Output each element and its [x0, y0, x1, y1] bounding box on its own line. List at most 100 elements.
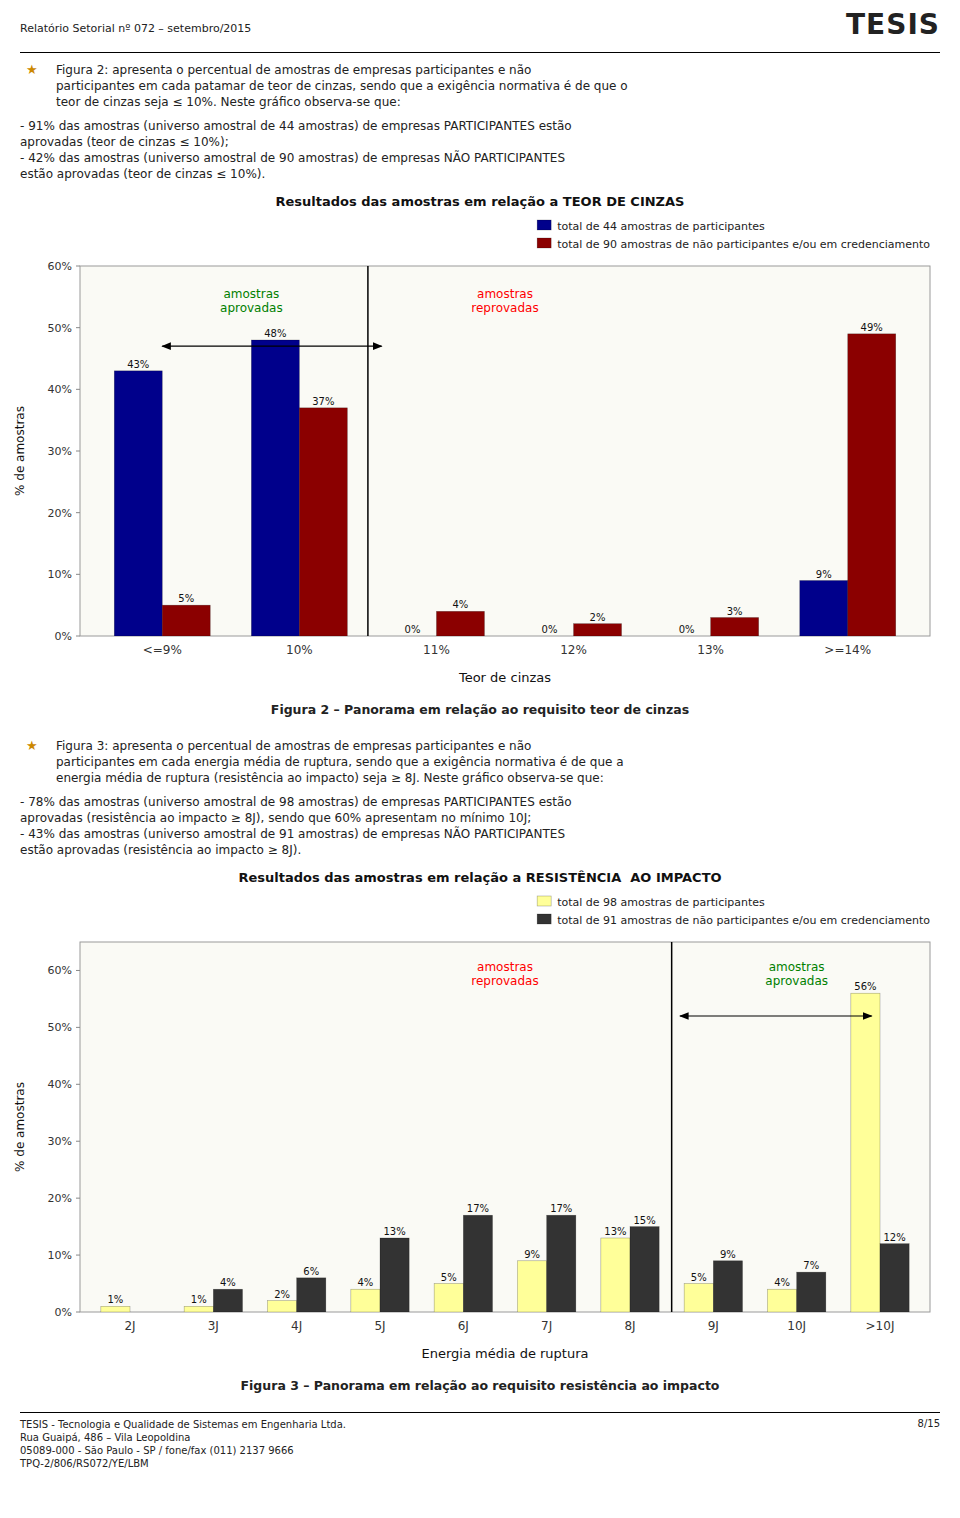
y-tick-label: 20% — [48, 507, 72, 520]
footer-rule — [20, 1412, 940, 1413]
y-tick — [76, 266, 80, 267]
bar — [299, 408, 347, 636]
legend-swatch — [537, 896, 551, 906]
y-tick — [76, 1312, 80, 1313]
data-label: 9% — [720, 1249, 736, 1260]
footer-right: 8/15 — [918, 1418, 940, 1429]
data-label: 5% — [441, 1272, 457, 1283]
data-label: 4% — [220, 1277, 236, 1288]
bar — [684, 1284, 713, 1312]
x-tick-label: 9J — [708, 1319, 719, 1333]
y-tick-label: 50% — [48, 322, 72, 335]
bar — [463, 1215, 492, 1312]
bar — [713, 1261, 742, 1312]
annotation-line: amostras — [477, 287, 533, 301]
bar — [162, 605, 210, 636]
bar — [547, 1215, 576, 1312]
legend-label: total de 98 amostras de participantes — [557, 896, 765, 909]
bar — [630, 1227, 659, 1312]
y-tick-label: 10% — [48, 1249, 72, 1262]
x-tick-label: 2J — [124, 1319, 135, 1333]
x-tick-label: 4J — [291, 1319, 302, 1333]
x-tick-label: 8J — [624, 1319, 635, 1333]
y-tick-label: 40% — [48, 383, 72, 396]
y-tick-label: 0% — [55, 1306, 72, 1319]
bar — [114, 371, 162, 636]
header-rule — [20, 52, 940, 53]
data-label: 9% — [816, 569, 832, 580]
plot-frame — [80, 942, 930, 1312]
x-axis-label: Teor de cinzas — [458, 670, 551, 685]
data-label: 15% — [633, 1215, 655, 1226]
data-label: 17% — [467, 1203, 489, 1214]
data-label: 4% — [357, 1277, 373, 1288]
bullet-icon: ★ — [26, 738, 38, 753]
legend-label: total de 44 amostras de participantes — [557, 220, 765, 233]
logo: TESIS — [846, 8, 940, 41]
bullet-text: - 43% das amostras (universo amostral de… — [20, 826, 940, 858]
data-label: 0% — [405, 624, 421, 635]
intro-text: Figura 2: apresenta o percentual de amos… — [56, 62, 936, 110]
bar — [388, 636, 436, 637]
bar — [574, 624, 622, 636]
annotation-line: aprovadas — [220, 301, 283, 315]
arrow — [680, 1015, 872, 1016]
y-tick — [76, 636, 80, 637]
data-label: 5% — [178, 593, 194, 604]
legend-label: total de 91 amostras de não participante… — [557, 914, 930, 927]
chart-holder: Resultados das amostras em relação a RES… — [0, 862, 960, 1374]
y-tick-label: 60% — [48, 964, 72, 977]
bar — [380, 1238, 409, 1312]
y-tick-label: 10% — [48, 568, 72, 581]
bar — [251, 340, 299, 636]
caption: Figura 3 – Panorama em relação ao requis… — [20, 1378, 940, 1393]
chart-holder: Resultados das amostras em relação a TEO… — [0, 186, 960, 698]
y-tick — [76, 1027, 80, 1028]
bar — [268, 1301, 297, 1312]
legend-swatch — [537, 238, 551, 248]
divider-line — [671, 942, 673, 1312]
y-tick — [76, 1198, 80, 1199]
annotation-line: reprovadas — [471, 301, 538, 315]
y-tick — [76, 574, 80, 575]
y-tick — [76, 1084, 80, 1085]
y-tick-label: 60% — [48, 260, 72, 273]
arrow — [162, 346, 381, 347]
y-tick — [76, 327, 80, 328]
annotation-line: reprovadas — [471, 974, 538, 988]
bars — [114, 334, 895, 636]
data-label: 13% — [383, 1226, 405, 1237]
data-label: 43% — [127, 359, 149, 370]
bullet-text: - 78% das amostras (universo amostral de… — [20, 794, 940, 826]
x-tick-label: 11% — [423, 643, 450, 657]
bar — [434, 1284, 463, 1312]
bar — [880, 1244, 909, 1312]
y-axis-label: % de amostras — [13, 406, 27, 496]
footer-left: TESIS - Tecnologia e Qualidade de Sistem… — [20, 1418, 346, 1470]
x-tick-label: 13% — [697, 643, 724, 657]
y-tick — [76, 1255, 80, 1256]
annotation-line: aprovadas — [765, 974, 828, 988]
annotation: amostrasreprovadas — [471, 960, 538, 988]
y-tick-label: 20% — [48, 1192, 72, 1205]
y-tick — [76, 970, 80, 971]
x-tick-label: 6J — [458, 1319, 469, 1333]
data-label: 37% — [312, 396, 334, 407]
annotation-line: amostras — [477, 960, 533, 974]
bar — [851, 993, 880, 1312]
x-tick-label: <=9% — [143, 643, 182, 657]
data-label: 0% — [542, 624, 558, 635]
data-label: 48% — [264, 328, 286, 339]
bar — [297, 1278, 326, 1312]
bar — [184, 1306, 213, 1312]
y-tick-label: 30% — [48, 445, 72, 458]
header-text: Relatório Setorial nº 072 – setembro/201… — [20, 22, 251, 35]
data-label: 49% — [861, 322, 883, 333]
x-tick-label: >=14% — [824, 643, 871, 657]
data-label: 17% — [550, 1203, 572, 1214]
title: Resultados das amostras em relação a TEO… — [276, 194, 685, 209]
legend-swatch — [537, 914, 551, 924]
bar — [663, 636, 711, 637]
y-tick — [76, 451, 80, 452]
plot-frame — [80, 266, 930, 636]
